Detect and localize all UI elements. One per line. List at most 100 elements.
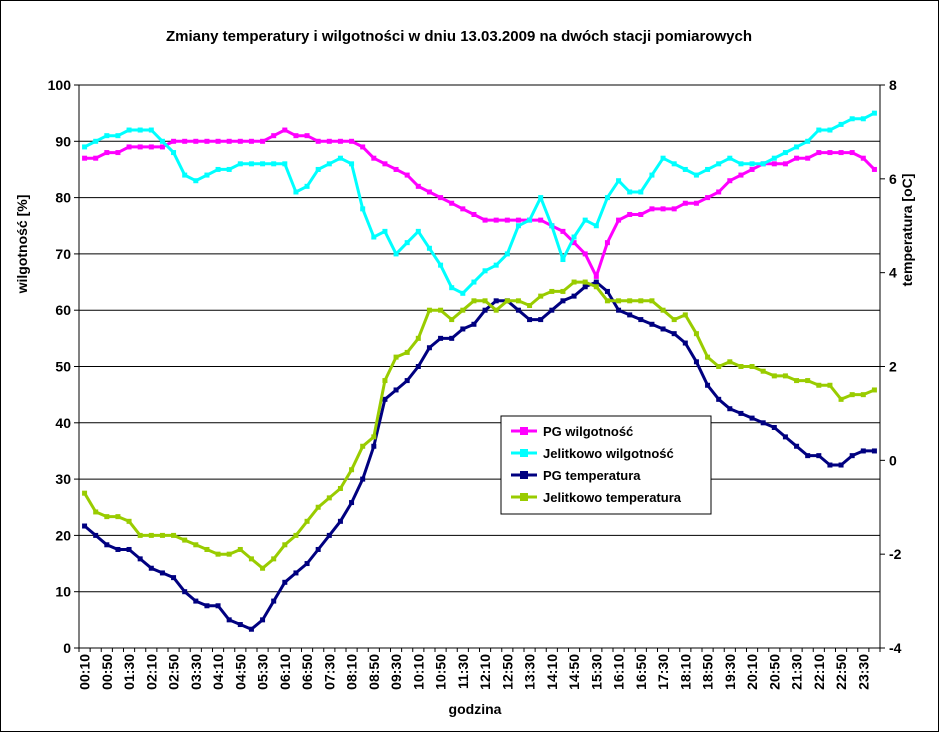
data-point [504, 298, 510, 304]
x-tick-label: 20:50 [766, 654, 782, 690]
data-point [237, 161, 243, 167]
data-point [159, 532, 165, 538]
data-point [415, 335, 421, 341]
data-point [82, 155, 88, 161]
data-point [104, 133, 110, 139]
data-point [115, 546, 121, 552]
data-point [371, 234, 377, 240]
data-point [404, 172, 410, 178]
data-point [382, 396, 388, 402]
x-tick-label: 03:30 [188, 654, 204, 690]
data-point [271, 556, 277, 562]
data-point [794, 443, 800, 449]
data-point [171, 532, 177, 538]
data-point [571, 240, 577, 246]
data-point [738, 364, 744, 369]
data-point [93, 155, 99, 161]
data-point [193, 598, 199, 604]
data-point [482, 217, 488, 223]
data-point [326, 532, 332, 538]
data-point [260, 161, 266, 167]
data-point [671, 206, 677, 212]
x-tick-label: 12:50 [499, 654, 515, 690]
data-point [827, 127, 833, 133]
data-point [682, 166, 688, 172]
data-point [727, 155, 733, 161]
data-point [304, 133, 310, 139]
data-point [82, 490, 88, 496]
data-point [226, 138, 232, 144]
data-point [838, 150, 844, 156]
data-point [738, 172, 744, 178]
data-point [838, 396, 844, 402]
data-point [604, 288, 610, 294]
data-point [871, 448, 877, 454]
data-point [571, 279, 577, 285]
data-point [360, 144, 366, 150]
x-tick-label: 06:50 [299, 654, 315, 690]
data-point [371, 443, 377, 449]
data-point [515, 223, 521, 229]
data-point [604, 298, 610, 304]
data-point [148, 144, 154, 150]
data-point [171, 575, 177, 581]
data-point [226, 617, 232, 623]
data-point [182, 537, 188, 543]
data-point [782, 373, 788, 379]
y-left-tick-label: 50 [55, 359, 71, 375]
legend-label: PG wilgotność [543, 424, 633, 439]
data-point [749, 161, 755, 167]
x-tick-label: 19:30 [722, 654, 738, 690]
data-point [159, 144, 165, 150]
data-point [293, 189, 299, 195]
data-point [360, 206, 366, 212]
data-point [849, 116, 855, 122]
data-point [337, 518, 343, 524]
data-point [271, 161, 277, 167]
x-tick-label: 07:30 [321, 654, 337, 690]
data-point [460, 206, 466, 212]
data-point [682, 200, 688, 206]
data-point [771, 155, 777, 161]
data-point [371, 434, 377, 440]
data-point [660, 155, 666, 161]
data-point [693, 200, 699, 206]
x-tick-label: 05:30 [255, 654, 271, 690]
data-point [593, 273, 599, 279]
data-point [226, 166, 232, 172]
data-point [271, 133, 277, 139]
data-point [760, 368, 766, 374]
data-point [727, 359, 733, 365]
x-tick-label: 12:10 [477, 654, 493, 690]
data-point [571, 234, 577, 240]
data-point [805, 155, 811, 161]
data-point [771, 424, 777, 430]
x-tick-label: 20:10 [744, 654, 760, 690]
data-point [549, 307, 555, 313]
data-point [616, 178, 622, 184]
data-point [805, 453, 811, 459]
data-point [693, 359, 699, 365]
data-point [293, 133, 299, 139]
data-point [693, 172, 699, 178]
data-point [426, 345, 432, 351]
data-point [449, 285, 455, 291]
data-point [493, 217, 499, 223]
data-point [159, 138, 165, 144]
data-point [215, 166, 221, 172]
y-left-tick-label: 60 [55, 302, 71, 318]
data-point [671, 317, 677, 323]
data-point [148, 127, 154, 133]
x-tick-label: 08:50 [366, 654, 382, 690]
data-point [849, 392, 855, 398]
data-point [182, 589, 188, 595]
x-tick-label: 02:50 [166, 654, 182, 690]
data-point [871, 110, 877, 116]
data-point [215, 551, 221, 557]
data-point [482, 268, 488, 274]
x-tick-label: 01:30 [121, 654, 137, 690]
y-left-tick-label: 40 [55, 415, 71, 431]
data-point [315, 166, 321, 172]
